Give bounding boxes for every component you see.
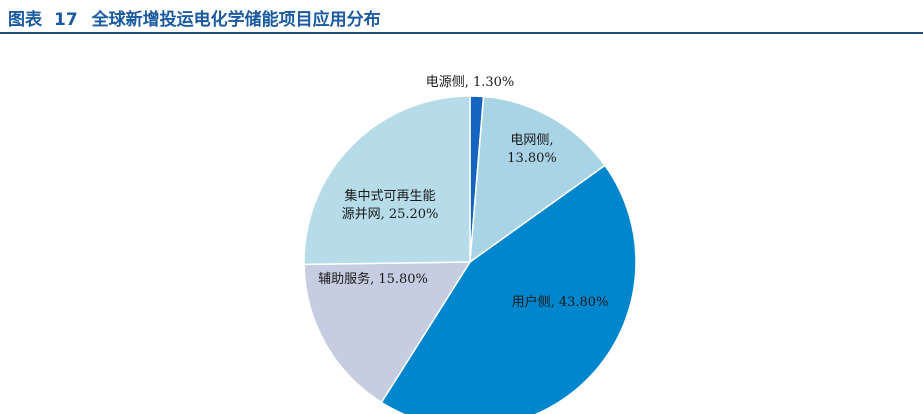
- pie-label-3-line-0: 辅助服务, 15.80%: [318, 271, 428, 287]
- pie-label-2: 用户侧, 43.80%: [512, 294, 609, 310]
- pie-chart: 电源侧, 1.30% 电网侧, 13.80% 用户侧, 43.80% 辅助服务, 15.…: [303, 75, 637, 414]
- pie-label-3: 辅助服务, 15.80%: [318, 271, 428, 287]
- pie-label-2-line-0: 用户侧, 43.80%: [512, 294, 609, 310]
- figure-title: 全球新增投运电化学储能项目应用分布: [91, 10, 381, 30]
- pie-label-1-line-0: 电网侧,: [510, 133, 553, 148]
- figure-label: 图表: [8, 10, 42, 30]
- pie-label-4: 集中式可再生能源并网, 25.20%: [342, 188, 439, 222]
- pie-label-4-line-1: 源并网, 25.20%: [342, 207, 439, 222]
- pie-label-0-line-0: 电源侧, 1.30%: [426, 75, 515, 90]
- pie-slice-2: [380, 164, 637, 414]
- pie-slice-3: [303, 261, 472, 404]
- pie-slice-1: [469, 95, 607, 264]
- figure-caption: 图表 17 全球新增投运电化学储能项目应用分布: [0, 0, 923, 34]
- pie-label-4-line-0: 集中式可再生能: [344, 188, 435, 204]
- pie-slice-4: [303, 95, 471, 266]
- pie-slices: [303, 95, 637, 414]
- figure-number: 17: [54, 10, 78, 30]
- pie-label-0: 电源侧, 1.30%: [426, 75, 515, 90]
- pie-label-1: 电网侧, 13.80%: [507, 133, 557, 166]
- pie-labels: 电源侧, 1.30% 电网侧, 13.80% 用户侧, 43.80% 辅助服务, 15.…: [318, 75, 608, 310]
- pie-label-1-line-1: 13.80%: [507, 151, 557, 166]
